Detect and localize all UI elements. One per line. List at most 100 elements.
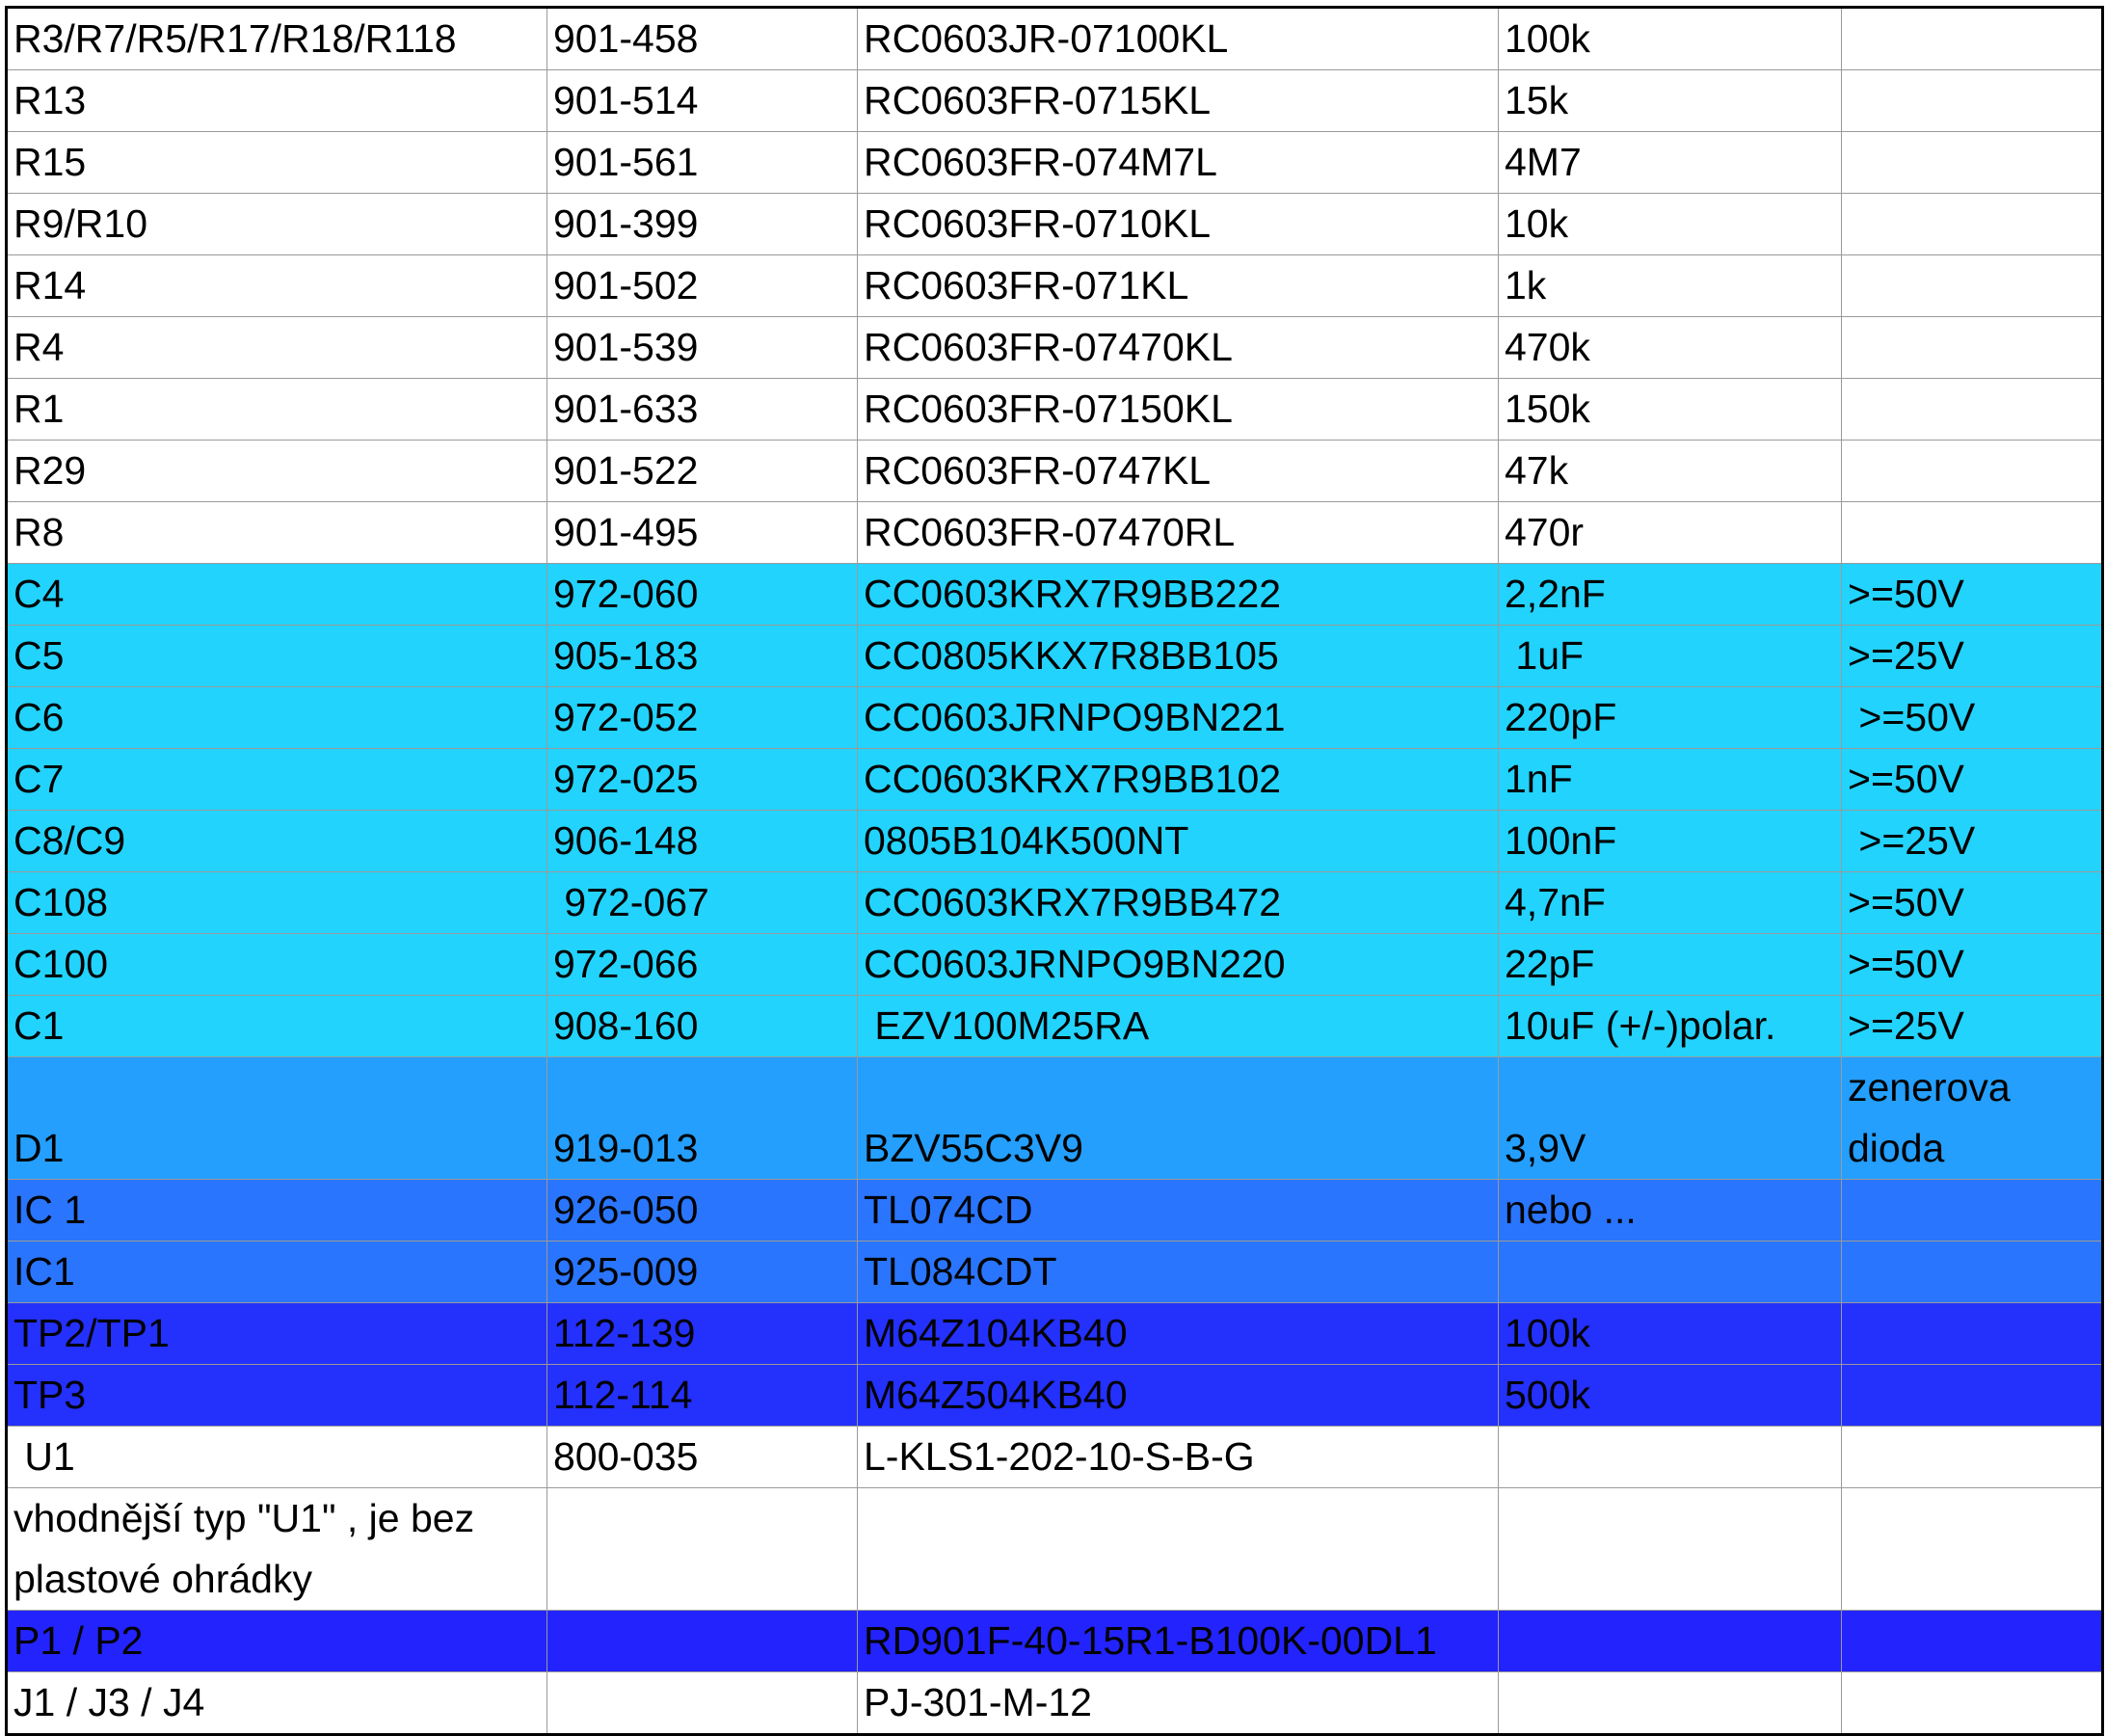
cell-designator: R4: [6, 316, 547, 379]
cell-order-code: 112-139: [546, 1302, 858, 1365]
cell-designator: R3/R7/R5/R17/R18/R118: [6, 7, 547, 70]
cell-part-number: CC0603JRNPO9BN221: [857, 686, 1499, 749]
cell-designator: IC 1: [6, 1179, 547, 1242]
cell-value: 47k: [1498, 440, 1842, 502]
cell-part-number: RC0603FR-0715KL: [857, 69, 1499, 132]
cell-part-number: CC0603JRNPO9BN220: [857, 933, 1499, 996]
cell-note: [1841, 1364, 2103, 1427]
cell-designator: C108: [6, 871, 547, 934]
cell-designator: C1: [6, 995, 547, 1057]
table-row: R3/R7/R5/R17/R18/R118 901-458 RC0603JR-071…: [6, 7, 2103, 70]
cell-order-code: 901-522: [546, 440, 858, 502]
cell-part-number: L-KLS1-202-10-S-B-G: [857, 1426, 1499, 1488]
cell-part-number: RC0603FR-07470KL: [857, 316, 1499, 379]
cell-part-number: M64Z504KB40: [857, 1364, 1499, 1427]
cell-designator: D1: [6, 1056, 547, 1180]
cell-part-number: RC0603FR-07470RL: [857, 501, 1499, 564]
cell-value: 15k: [1498, 69, 1842, 132]
table-row: IC 1 926-050 TL074CD nebo ...: [6, 1179, 2103, 1242]
cell-value: [1498, 1610, 1842, 1672]
cell-note: [1841, 69, 2103, 132]
cell-value: nebo ...: [1498, 1179, 1842, 1242]
cell-part-number: CC0603KRX7R9BB472: [857, 871, 1499, 934]
cell-part-number: [857, 1487, 1499, 1611]
cell-part-number: RC0603FR-071KL: [857, 254, 1499, 317]
cell-note: >=25V: [1841, 810, 2103, 872]
cell-note: [1841, 1610, 2103, 1672]
cell-value: 100nF: [1498, 810, 1842, 872]
cell-part-number: RC0603FR-074M7L: [857, 131, 1499, 194]
cell-part-number: RD901F-40-15R1-B100K-00DL1: [857, 1610, 1499, 1672]
cell-order-code: 908-160: [546, 995, 858, 1057]
cell-part-number: RC0603FR-0747KL: [857, 440, 1499, 502]
cell-note: [1841, 378, 2103, 441]
cell-designator: R9/R10: [6, 193, 547, 255]
cell-note: [1841, 7, 2103, 70]
table-row: TP3 112-114 M64Z504KB40 500k: [6, 1364, 2103, 1427]
cell-designator: C5: [6, 625, 547, 687]
table-row: TP2/TP1 112-139 M64Z104KB40 100k: [6, 1302, 2103, 1365]
cell-note: [1841, 1671, 2103, 1735]
cell-note: [1841, 501, 2103, 564]
cell-value: 150k: [1498, 378, 1842, 441]
table-row: J1 / J3 / J4 PJ-301-M-12: [6, 1671, 2103, 1735]
cell-designator: C6: [6, 686, 547, 749]
cell-note: [1841, 1241, 2103, 1303]
cell-designator: P1 / P2: [6, 1610, 547, 1672]
cell-note: >=50V: [1841, 933, 2103, 996]
cell-value: 4,7nF: [1498, 871, 1842, 934]
cell-order-code: 972-025: [546, 748, 858, 811]
table-row: R15 901-561 RC0603FR-074M7L 4M7: [6, 131, 2103, 194]
cell-order-code: [546, 1487, 858, 1611]
cell-part-number: M64Z104KB40: [857, 1302, 1499, 1365]
cell-note: [1841, 1302, 2103, 1365]
cell-part-number: RC0603FR-0710KL: [857, 193, 1499, 255]
cell-order-code: 901-514: [546, 69, 858, 132]
cell-designator: TP3: [6, 1364, 547, 1427]
cell-value: [1498, 1241, 1842, 1303]
cell-value: 3,9V: [1498, 1056, 1842, 1180]
cell-designator: C7: [6, 748, 547, 811]
cell-designator: R1: [6, 378, 547, 441]
cell-order-code: 901-458: [546, 7, 858, 70]
cell-note: >=25V: [1841, 625, 2103, 687]
cell-value: 500k: [1498, 1364, 1842, 1427]
cell-note: [1841, 1487, 2103, 1611]
cell-value: 470k: [1498, 316, 1842, 379]
cell-order-code: 112-114: [546, 1364, 858, 1427]
cell-designator: R15: [6, 131, 547, 194]
table-row: P1 / P2 RD901F-40-15R1-B100K-00DL1: [6, 1610, 2103, 1672]
cell-part-number: CC0603KRX7R9BB102: [857, 748, 1499, 811]
cell-note: zenerova dioda: [1841, 1056, 2103, 1180]
cell-designator: R8: [6, 501, 547, 564]
cell-part-number: RC0603FR-07150KL: [857, 378, 1499, 441]
bom-table-body: R3/R7/R5/R17/R18/R118 901-458 RC0603JR-071…: [6, 7, 2103, 1735]
cell-order-code: 972-066: [546, 933, 858, 996]
cell-note: [1841, 316, 2103, 379]
cell-value: [1498, 1487, 1842, 1611]
cell-value: 100k: [1498, 7, 1842, 70]
cell-designator: TP2/TP1: [6, 1302, 547, 1365]
cell-part-number: PJ-301-M-12: [857, 1671, 1499, 1735]
cell-order-code: 901-399: [546, 193, 858, 255]
cell-note: >=50V: [1841, 871, 2103, 934]
table-row: C5 905-183 CC0805KKX7R8BB105 1uF >=25V: [6, 625, 2103, 687]
cell-note: [1841, 1179, 2103, 1242]
table-row: vhodnější typ "U1" , je bez plastové ohr…: [6, 1487, 2103, 1611]
cell-designator: R29: [6, 440, 547, 502]
table-row: C7 972-025 CC0603KRX7R9BB102 1nF >=50V: [6, 748, 2103, 811]
cell-value: 1uF: [1498, 625, 1842, 687]
table-row: C4 972-060 CC0603KRX7R9BB222 2,2nF >=50V: [6, 563, 2103, 626]
cell-value: [1498, 1671, 1842, 1735]
cell-value: 4M7: [1498, 131, 1842, 194]
table-row: R14 901-502 RC0603FR-071KL 1k: [6, 254, 2103, 317]
bom-table: R3/R7/R5/R17/R18/R118 901-458 RC0603JR-071…: [5, 6, 2104, 1736]
cell-note: [1841, 1426, 2103, 1488]
table-row: C8/C9 906-148 0805B104K500NT 100nF >=25V: [6, 810, 2103, 872]
cell-order-code: [546, 1610, 858, 1672]
cell-order-code: 800-035: [546, 1426, 858, 1488]
cell-designator: IC1: [6, 1241, 547, 1303]
cell-part-number: 0805B104K500NT: [857, 810, 1499, 872]
cell-note: [1841, 131, 2103, 194]
cell-note: [1841, 254, 2103, 317]
